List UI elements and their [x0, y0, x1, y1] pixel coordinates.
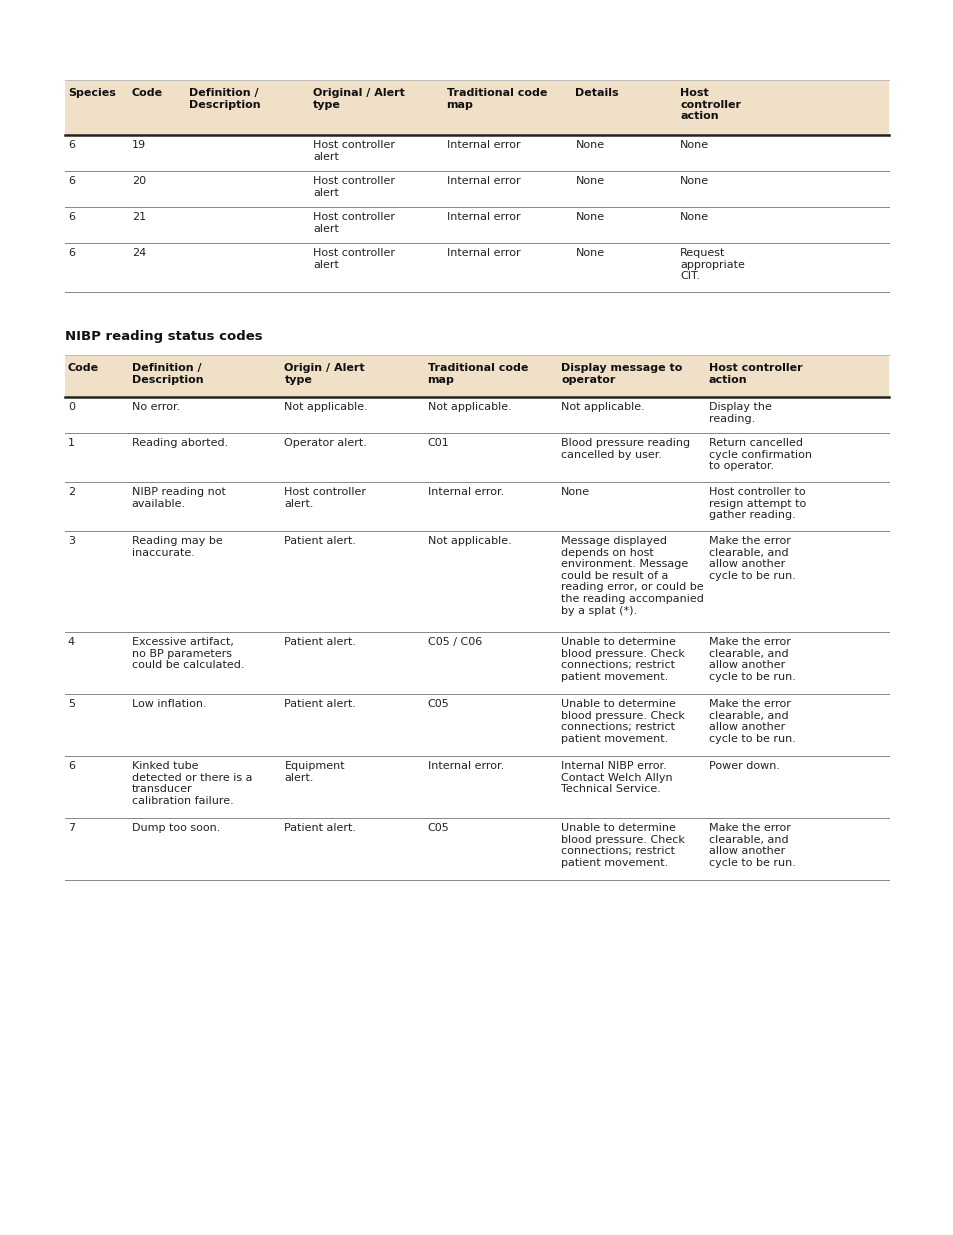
- Text: Make the error
clearable, and
allow another
cycle to be run.: Make the error clearable, and allow anot…: [708, 536, 795, 580]
- Text: C05: C05: [427, 699, 449, 709]
- Bar: [65, 354, 888, 396]
- Text: Return cancelled
cycle confirmation
to operator.: Return cancelled cycle confirmation to o…: [708, 438, 811, 472]
- Text: 1: 1: [68, 438, 74, 448]
- Text: Internal error: Internal error: [446, 248, 519, 258]
- Text: 2: 2: [68, 487, 75, 496]
- Text: Display message to
operator: Display message to operator: [560, 363, 681, 384]
- Text: C05: C05: [427, 823, 449, 832]
- Text: Definition /
Description: Definition / Description: [132, 363, 203, 384]
- Text: Operator alert.: Operator alert.: [284, 438, 367, 448]
- Text: Code: Code: [68, 363, 99, 373]
- Text: C05 / C06: C05 / C06: [427, 637, 481, 647]
- Text: 6: 6: [68, 761, 74, 771]
- Text: Host controller
alert.: Host controller alert.: [284, 487, 366, 509]
- Text: Internal error: Internal error: [446, 140, 519, 149]
- Text: Host controller
action: Host controller action: [708, 363, 801, 384]
- Text: Internal error.: Internal error.: [427, 761, 503, 771]
- Text: Original / Alert
type: Original / Alert type: [313, 88, 404, 110]
- Text: Not applicable.: Not applicable.: [560, 403, 644, 412]
- Text: None: None: [679, 212, 709, 222]
- Text: 6: 6: [68, 140, 74, 149]
- Text: Host controller
alert: Host controller alert: [313, 177, 395, 198]
- Text: Internal error.: Internal error.: [427, 487, 503, 496]
- Text: 6: 6: [68, 212, 74, 222]
- Text: 20: 20: [132, 177, 146, 186]
- Text: Message displayed
depends on host
environment. Message
could be result of a
read: Message displayed depends on host enviro…: [560, 536, 703, 615]
- Text: Request
appropriate
CIT.: Request appropriate CIT.: [679, 248, 744, 282]
- Text: Patient alert.: Patient alert.: [284, 637, 356, 647]
- Text: Reading may be
inaccurate.: Reading may be inaccurate.: [132, 536, 222, 557]
- Text: Unable to determine
blood pressure. Check
connections; restrict
patient movement: Unable to determine blood pressure. Chec…: [560, 637, 684, 682]
- Text: None: None: [575, 248, 604, 258]
- Bar: [65, 80, 888, 135]
- Text: Host controller
alert: Host controller alert: [313, 248, 395, 269]
- Text: Excessive artifact,
no BP parameters
could be calculated.: Excessive artifact, no BP parameters cou…: [132, 637, 244, 671]
- Text: Internal error: Internal error: [446, 212, 519, 222]
- Text: Internal error: Internal error: [446, 177, 519, 186]
- Text: Low inflation.: Low inflation.: [132, 699, 206, 709]
- Text: No error.: No error.: [132, 403, 180, 412]
- Text: Definition /
Description: Definition / Description: [189, 88, 260, 110]
- Text: Dump too soon.: Dump too soon.: [132, 823, 220, 832]
- Text: Patient alert.: Patient alert.: [284, 823, 356, 832]
- Text: Host controller
alert: Host controller alert: [313, 212, 395, 233]
- Text: 24: 24: [132, 248, 146, 258]
- Text: Patient alert.: Patient alert.: [284, 536, 356, 546]
- Text: Reading aborted.: Reading aborted.: [132, 438, 228, 448]
- Text: Details: Details: [575, 88, 618, 98]
- Text: None: None: [575, 177, 604, 186]
- Text: 0: 0: [68, 403, 74, 412]
- Text: None: None: [679, 140, 709, 149]
- Text: Make the error
clearable, and
allow another
cycle to be run.: Make the error clearable, and allow anot…: [708, 637, 795, 682]
- Text: Host controller
alert: Host controller alert: [313, 140, 395, 162]
- Text: 5: 5: [68, 699, 74, 709]
- Text: Kinked tube
detected or there is a
transducer
calibration failure.: Kinked tube detected or there is a trans…: [132, 761, 252, 805]
- Text: None: None: [560, 487, 590, 496]
- Text: Display the
reading.: Display the reading.: [708, 403, 771, 424]
- Text: Origin / Alert
type: Origin / Alert type: [284, 363, 365, 384]
- Text: Unable to determine
blood pressure. Check
connections; restrict
patient movement: Unable to determine blood pressure. Chec…: [560, 823, 684, 868]
- Text: Equipment
alert.: Equipment alert.: [284, 761, 345, 783]
- Text: Not applicable.: Not applicable.: [427, 536, 511, 546]
- Text: Blood pressure reading
cancelled by user.: Blood pressure reading cancelled by user…: [560, 438, 689, 459]
- Text: NIBP reading not
available.: NIBP reading not available.: [132, 487, 226, 509]
- Text: Traditional code
map: Traditional code map: [446, 88, 546, 110]
- Text: Make the error
clearable, and
allow another
cycle to be run.: Make the error clearable, and allow anot…: [708, 699, 795, 743]
- Text: Patient alert.: Patient alert.: [284, 699, 356, 709]
- Text: Traditional code
map: Traditional code map: [427, 363, 527, 384]
- Text: None: None: [575, 140, 604, 149]
- Text: 7: 7: [68, 823, 75, 832]
- Text: Host
controller
action: Host controller action: [679, 88, 740, 121]
- Text: Not applicable.: Not applicable.: [284, 403, 368, 412]
- Text: NIBP reading status codes: NIBP reading status codes: [65, 330, 262, 343]
- Text: Internal NIBP error.
Contact Welch Allyn
Technical Service.: Internal NIBP error. Contact Welch Allyn…: [560, 761, 672, 794]
- Text: None: None: [679, 177, 709, 186]
- Text: 3: 3: [68, 536, 74, 546]
- Text: Code: Code: [132, 88, 163, 98]
- Text: Make the error
clearable, and
allow another
cycle to be run.: Make the error clearable, and allow anot…: [708, 823, 795, 868]
- Text: Host controller to
resign attempt to
gather reading.: Host controller to resign attempt to gat…: [708, 487, 805, 520]
- Text: 4: 4: [68, 637, 75, 647]
- Text: 21: 21: [132, 212, 146, 222]
- Text: 19: 19: [132, 140, 146, 149]
- Text: None: None: [575, 212, 604, 222]
- Text: Not applicable.: Not applicable.: [427, 403, 511, 412]
- Text: 6: 6: [68, 248, 74, 258]
- Text: Unable to determine
blood pressure. Check
connections; restrict
patient movement: Unable to determine blood pressure. Chec…: [560, 699, 684, 743]
- Text: 6: 6: [68, 177, 74, 186]
- Text: C01: C01: [427, 438, 449, 448]
- Text: Species: Species: [68, 88, 115, 98]
- Text: Power down.: Power down.: [708, 761, 780, 771]
